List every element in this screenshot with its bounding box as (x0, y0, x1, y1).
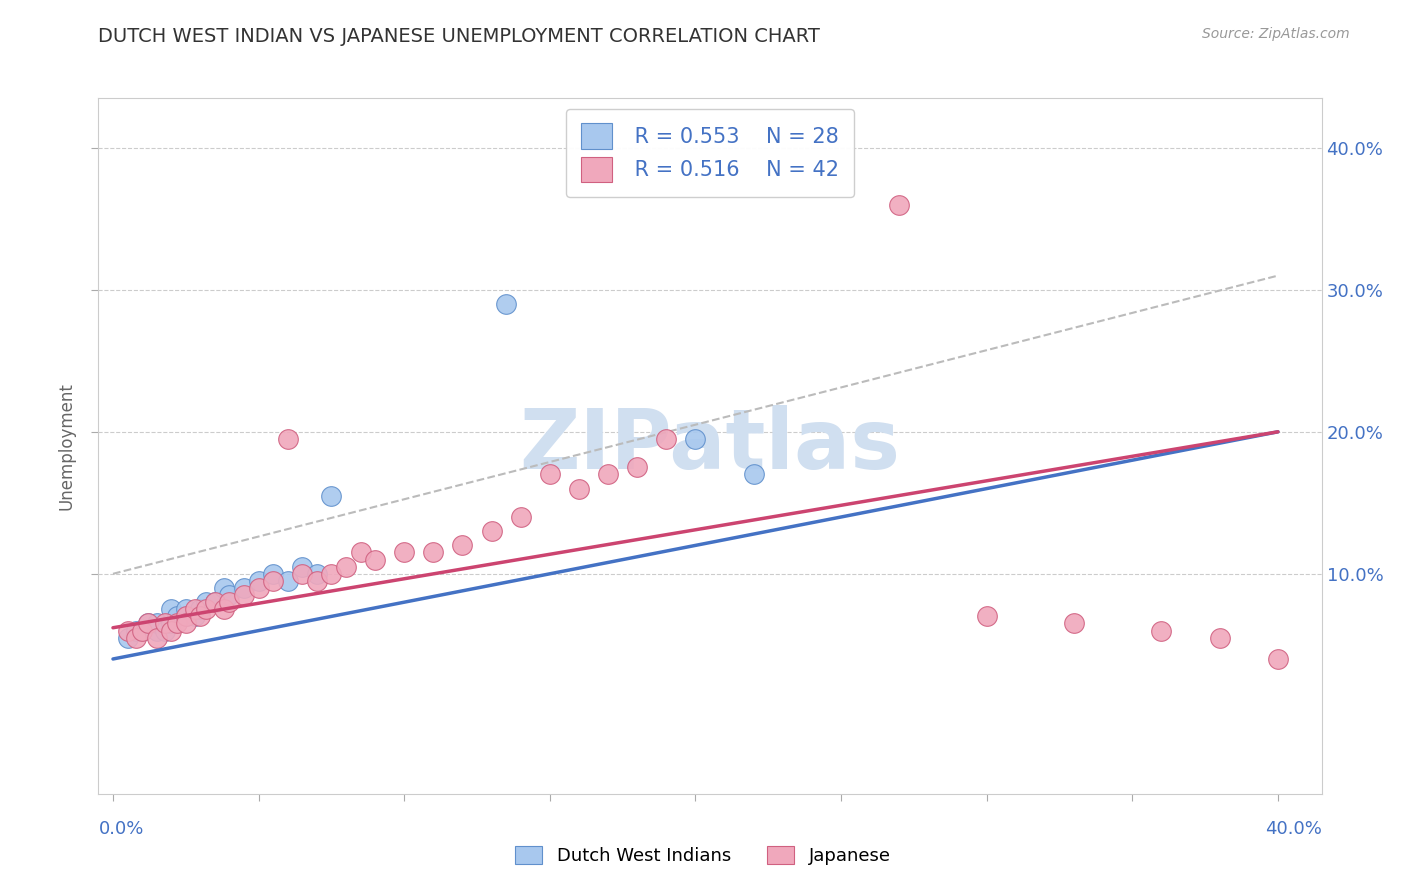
Point (125, 631, 148, 645)
Point (204, 595, 226, 609)
Point (204, 595, 226, 609)
Point (131, 624, 153, 638)
Text: 0.0%: 0.0% (98, 820, 143, 838)
Point (538, 467, 561, 482)
Point (364, 552, 387, 566)
Point (145, 616, 167, 631)
Point (655, 432, 678, 446)
Point (422, 545, 444, 559)
Point (195, 595, 218, 609)
Point (160, 624, 183, 638)
Point (262, 574, 284, 588)
Text: DUTCH WEST INDIAN VS JAPANESE UNEMPLOYMENT CORRELATION CHART: DUTCH WEST INDIAN VS JAPANESE UNEMPLOYME… (98, 27, 820, 45)
Point (117, 631, 139, 645)
Point (174, 616, 197, 631)
Point (291, 559, 314, 574)
Point (166, 616, 188, 631)
Point (481, 524, 503, 539)
Point (125, 624, 148, 638)
Point (394, 545, 416, 559)
Point (212, 602, 235, 616)
Legend: Dutch West Indians, Japanese: Dutch West Indians, Japanese (506, 837, 900, 874)
Point (188, 602, 212, 616)
Text: ZIPatlas: ZIPatlas (520, 406, 900, 486)
Point (160, 616, 183, 631)
Point (218, 588, 240, 602)
Point (321, 489, 343, 503)
Point (291, 566, 314, 581)
Point (131, 624, 153, 638)
Point (1208, 631, 1232, 645)
Point (1150, 624, 1173, 638)
Point (174, 609, 197, 624)
Point (247, 574, 270, 588)
Point (247, 581, 270, 595)
Y-axis label: Unemployment: Unemployment (58, 382, 76, 510)
Point (349, 545, 371, 559)
Point (145, 631, 167, 645)
Point (305, 574, 328, 588)
Point (212, 581, 235, 595)
Point (155, 616, 177, 631)
Point (233, 588, 256, 602)
Point (495, 297, 517, 311)
Point (509, 510, 531, 524)
Point (174, 609, 197, 624)
Point (218, 595, 240, 609)
Point (188, 609, 212, 624)
Point (335, 559, 357, 574)
Legend:  R = 0.553    N = 28,  R = 0.516    N = 42: R = 0.553 N = 28, R = 0.516 N = 42 (567, 109, 853, 197)
Point (183, 602, 205, 616)
Point (183, 609, 205, 624)
Point (195, 602, 218, 616)
Point (1063, 616, 1085, 631)
Point (262, 566, 284, 581)
Point (174, 602, 197, 616)
Point (742, 467, 765, 482)
Point (145, 624, 167, 638)
Point (685, 432, 707, 446)
Point (166, 609, 188, 624)
Text: 40.0%: 40.0% (1265, 820, 1322, 838)
Text: Source: ZipAtlas.com: Source: ZipAtlas.com (1202, 27, 1350, 41)
Point (136, 616, 159, 631)
Point (889, 197, 911, 211)
Point (626, 460, 648, 475)
Point (136, 616, 159, 631)
Point (976, 609, 998, 624)
Point (155, 624, 177, 638)
Point (277, 574, 299, 588)
Point (1267, 652, 1289, 666)
Point (305, 566, 328, 581)
Point (568, 482, 591, 496)
Point (117, 624, 139, 638)
Point (598, 467, 620, 482)
Point (321, 566, 343, 581)
Point (160, 602, 183, 616)
Point (233, 581, 256, 595)
Point (451, 538, 474, 552)
Point (277, 432, 299, 446)
